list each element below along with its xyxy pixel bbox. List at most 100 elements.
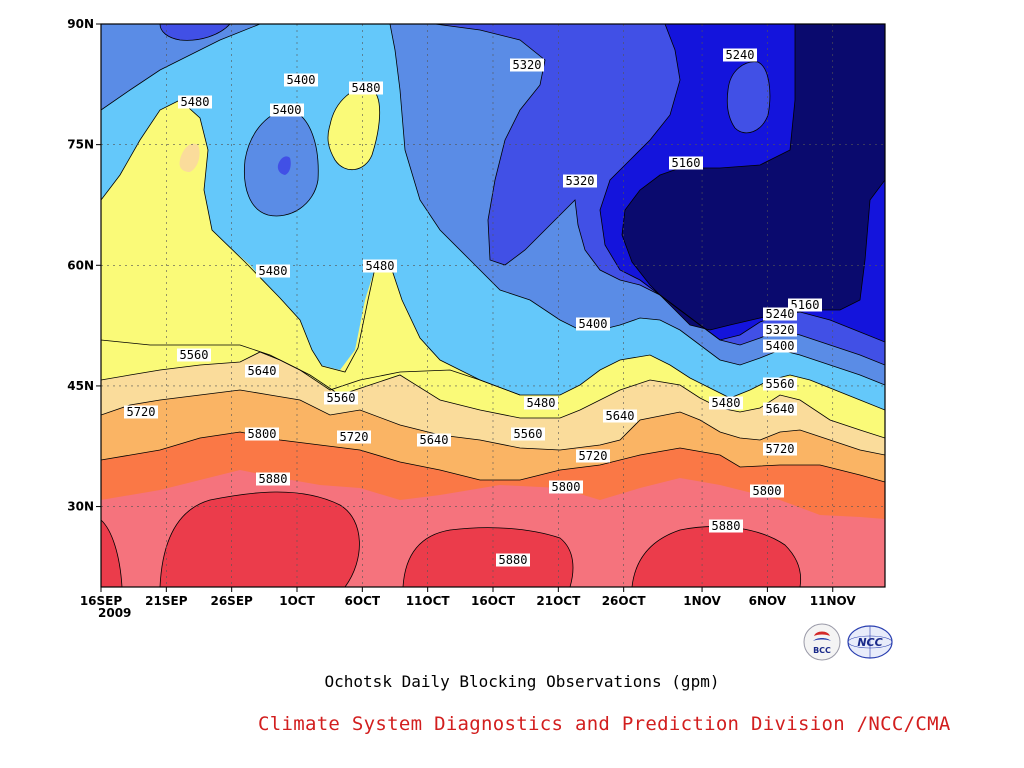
- contour-label: 5720: [340, 430, 369, 444]
- x-tick-label: 26SEP: [210, 594, 253, 608]
- band-5240-5320-top-left: [160, 24, 230, 41]
- contour-label: 5480: [259, 264, 288, 278]
- contour-label-bg: [549, 480, 583, 494]
- bcc-logo: BCC: [803, 623, 841, 661]
- band-5480-5560-lobe-1: [101, 100, 450, 390]
- ncc-logo-text: NCC: [857, 636, 882, 649]
- contour-line-5880-a: [159, 491, 360, 587]
- contour-label: 5640: [248, 364, 277, 378]
- contour-label-bg: [363, 259, 397, 273]
- contour-line-5720: [101, 389, 885, 456]
- contour-label-bg: [669, 156, 703, 170]
- y-tick-label: 90N: [67, 17, 94, 31]
- band-below-5160: [622, 24, 885, 330]
- contour-label-bg: [763, 339, 797, 353]
- contour-label: 5800: [552, 480, 581, 494]
- contour-label: 5320: [513, 58, 542, 72]
- contour-label: 5880: [499, 553, 528, 567]
- contour-label-bg: [576, 449, 610, 463]
- x-tick-label: 6NOV: [749, 594, 787, 608]
- contour-label-bg: [763, 323, 797, 337]
- contour-label-bg: [763, 402, 797, 416]
- contour-label: 5240: [766, 307, 795, 321]
- credit-line: Climate System Diagnostics and Predictio…: [258, 713, 951, 735]
- contour-label: 5880: [712, 519, 741, 533]
- x-tick-label: 11OCT: [406, 594, 451, 608]
- contour-label: 5320: [766, 323, 795, 337]
- x-tick-label: 11NOV: [810, 594, 857, 608]
- contour-label: 5480: [181, 95, 210, 109]
- contour-label: 5560: [327, 391, 356, 405]
- x-year-label: 2009: [98, 606, 131, 620]
- contour-line-5320: [434, 24, 885, 366]
- contour-label: 5640: [420, 433, 449, 447]
- band-5240-5320-lobe: [277, 156, 291, 175]
- contour-label-bg: [511, 427, 545, 441]
- contour-label-bg: [337, 430, 371, 444]
- contour-line-5880-b: [402, 527, 574, 587]
- contour-label: 5720: [579, 449, 608, 463]
- contour-label: 5880: [259, 472, 288, 486]
- y-tick-label: 30N: [67, 500, 94, 514]
- contour-label-bg: [750, 484, 784, 498]
- x-tick-label: 26OCT: [602, 594, 647, 608]
- contour-label: 5560: [180, 348, 209, 362]
- band-5480-5560-lobe-2: [327, 87, 380, 170]
- contour-label-bg: [177, 348, 211, 362]
- x-axis: 16SEP 21SEP 26SEP 1OCT 6OCT 11OCT 16OCT 21OCT 26…: [80, 587, 857, 608]
- contour-line-5320-top: [159, 24, 231, 41]
- contour-label-bg: [256, 264, 290, 278]
- contour-label-bg: [178, 95, 212, 109]
- contour-label-bg: [709, 519, 743, 533]
- contour-label-bg: [723, 48, 757, 62]
- x-tick-label: 16SEP: [80, 594, 123, 608]
- contour-line-5160: [621, 24, 885, 331]
- contour-label-bg: [324, 391, 358, 405]
- contour-label-bg: [709, 396, 743, 410]
- contour-label-bg: [496, 553, 530, 567]
- contour-label-bg: [245, 427, 279, 441]
- y-tick-label: 45N: [67, 379, 94, 393]
- y-tick-label: 75N: [67, 138, 94, 152]
- contour-label-bg: [270, 103, 304, 117]
- contour-line-5240-lobe: [726, 61, 771, 134]
- band-above-5880-3: [403, 527, 573, 587]
- contour-label: 5800: [753, 484, 782, 498]
- contour-label: 5240: [726, 48, 755, 62]
- contour-label-bg: [603, 409, 637, 423]
- contour-label: 5800: [248, 427, 277, 441]
- contour-label: 5400: [579, 317, 608, 331]
- contour-label-bg: [349, 81, 383, 95]
- contour-label-bg: [524, 396, 558, 410]
- contour-label: 5320: [566, 174, 595, 188]
- ncc-logo: NCC: [847, 625, 893, 659]
- band-5560-5640-lobe: [179, 143, 200, 172]
- contour-label: 5560: [766, 377, 795, 391]
- band-above-5880-1: [101, 520, 122, 587]
- band-above-5880-2: [160, 491, 360, 587]
- contour-label-bg: [576, 317, 610, 331]
- chart-title: Ochotsk Daily Blocking Observations (gpm…: [324, 672, 720, 691]
- contour-label-bg: [763, 442, 797, 456]
- x-tick-label: 16OCT: [471, 594, 516, 608]
- contour-label: 5560: [514, 427, 543, 441]
- contour-label: 5400: [287, 73, 316, 87]
- contour-line-5480: [101, 99, 521, 396]
- y-tick-label: 60N: [67, 258, 94, 272]
- x-tick-label: 1NOV: [683, 594, 721, 608]
- contour-label: 5480: [712, 396, 741, 410]
- contour-line-5880-d: [101, 519, 123, 587]
- contour-label: 5400: [766, 339, 795, 353]
- contour-label-bg: [284, 73, 318, 87]
- contour-label: 5480: [352, 81, 381, 95]
- contour-label: 5400: [273, 103, 302, 117]
- contour-label: 5720: [766, 442, 795, 456]
- x-tick-label: 21SEP: [145, 594, 188, 608]
- x-tick-label: 21OCT: [536, 594, 581, 608]
- contour-label: 5160: [791, 298, 820, 312]
- contour-label-bg: [124, 405, 158, 419]
- contour-label: 5160: [672, 156, 701, 170]
- contour-label-bg: [417, 433, 451, 447]
